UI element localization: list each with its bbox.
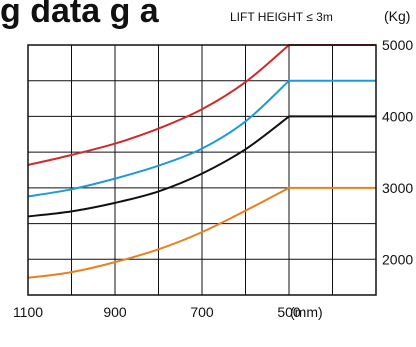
x-tick-label: 700 (190, 304, 214, 320)
series-line-3 (27, 115, 376, 218)
x-tick-label: 500 (277, 304, 301, 320)
x-tick-label: 900 (103, 304, 127, 320)
series-line-4 (27, 186, 376, 279)
title-fragment: g data g a (0, 0, 160, 30)
x-tick-label: 1100 (13, 304, 43, 320)
y-tick-label: 4000 (382, 108, 413, 124)
y-unit-label: (Kg) (384, 8, 410, 24)
plot-border (27, 44, 377, 296)
x-tick-labels: 1100 900 700 500 (13, 304, 301, 320)
y-tick-label: 2000 (382, 251, 413, 267)
x-unit-label: (mm) (290, 304, 323, 320)
series-line-1 (27, 44, 376, 166)
y-tick-label: 5000 (382, 37, 413, 53)
y-tick-labels: 2000 3000 4000 5000 (382, 37, 413, 267)
series-lines (27, 44, 376, 279)
series-line-2 (27, 79, 376, 198)
lift-height-label: LIFT HEIGHT ≤ 3m (230, 10, 333, 24)
grid (27, 44, 377, 296)
y-tick-label: 3000 (382, 180, 413, 196)
plot-frame (27, 44, 377, 296)
